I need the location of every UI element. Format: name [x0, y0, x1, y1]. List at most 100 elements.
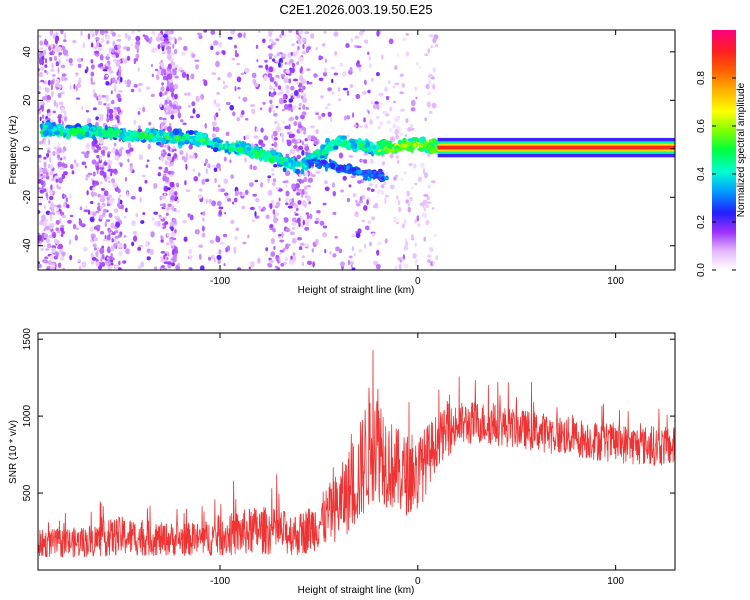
spectrogram-cell [123, 235, 127, 238]
spectrogram-cell [213, 167, 218, 172]
spectrogram-cell [105, 81, 110, 86]
spectrogram-cell [118, 65, 122, 72]
spectrogram-cell [291, 62, 296, 68]
spectrogram-cell [98, 94, 102, 100]
spectrogram-cell [297, 82, 303, 88]
spectrogram-cell [229, 104, 234, 111]
spectrogram-x-tick-label: -100 [210, 276, 230, 287]
spectrogram-cell [274, 137, 278, 141]
spectrogram-cell [305, 48, 310, 54]
spectrogram-cell [223, 156, 227, 162]
spectrogram-cell [279, 239, 285, 243]
spectrogram-cell [303, 176, 308, 183]
spectrogram-cell [177, 262, 181, 266]
spectrogram-cell [372, 103, 378, 110]
spectrogram-cell [151, 31, 156, 35]
spectrogram-cell [327, 111, 332, 118]
spectrogram-ridge-cell [47, 124, 54, 130]
spectrogram-cell [170, 231, 176, 238]
spectrogram-cell [95, 116, 100, 121]
spectrogram-cell [43, 204, 46, 210]
spectrogram-cell [306, 260, 313, 265]
spectrogram-cell [289, 231, 295, 236]
spectrogram-cell [296, 81, 299, 86]
spectrogram-cell [99, 247, 105, 255]
spectrogram-cell [137, 246, 142, 251]
spectrogram-cell [110, 172, 113, 177]
spectrogram-cell [92, 89, 96, 94]
spectrogram-cell [92, 180, 95, 186]
spectrogram-branch-cell [363, 173, 369, 179]
spectrogram-cell [174, 229, 177, 234]
spectrogram-cell [187, 92, 191, 96]
spectrogram-cell [109, 198, 115, 201]
spectrogram-cell [427, 184, 431, 189]
spectrogram-cell [426, 101, 431, 108]
spectrogram-cell [144, 179, 148, 184]
spectrogram-cell [307, 134, 313, 141]
spectrogram-cell [149, 248, 154, 255]
spectrogram-cell [293, 90, 299, 96]
spectrogram-cell [158, 216, 164, 220]
spectrogram-cell [392, 123, 397, 129]
spectrogram-ridge-cell [163, 132, 167, 137]
spectrogram-cell [185, 152, 189, 158]
spectrogram-cell [315, 171, 321, 174]
spectrogram-cell [122, 260, 127, 264]
spectrogram-cell [106, 247, 111, 254]
spectrogram-cell [127, 158, 130, 163]
spectrogram-cell [43, 156, 47, 160]
spectrogram-cell [382, 110, 388, 115]
spectrogram-cell [315, 129, 319, 134]
spectrogram-cell [399, 132, 403, 137]
spectrogram-cell [270, 251, 276, 257]
spectrogram-cell [283, 217, 289, 223]
spectrogram-ridge-cell [83, 124, 90, 130]
spectrogram-cell [388, 38, 394, 45]
spectrogram-cell [231, 201, 235, 205]
spectrogram-ridge-cell [319, 149, 323, 155]
spectrogram-ridge-cell [148, 138, 153, 143]
spectrogram-cell [244, 67, 250, 73]
spectrogram-cell [251, 109, 256, 115]
spectrogram-cell [348, 255, 353, 259]
spectrogram-cell [267, 175, 272, 179]
spectrogram-ridge-cell [225, 149, 229, 153]
spectrogram-cell [156, 74, 159, 79]
spectrogram-cell [90, 71, 95, 77]
spectrogram-cell [435, 44, 439, 48]
spectrogram-cell [401, 82, 406, 88]
spectrogram-cell [113, 142, 117, 147]
spectrogram-cell [279, 34, 282, 38]
spectrogram-ridge-cell [133, 137, 140, 141]
spectrogram-cell [183, 157, 188, 163]
spectrogram-cell [414, 260, 418, 267]
spectrogram-cell [403, 219, 407, 226]
spectrogram-cell [339, 62, 343, 67]
spectrogram-cell [170, 110, 174, 115]
spectrogram-ridge-cell [340, 135, 347, 140]
spectrogram-cell [115, 221, 120, 228]
spectrogram-cell [335, 246, 340, 252]
spectrogram-cell [397, 160, 400, 164]
spectrogram-cell [394, 65, 398, 70]
spectrogram-ridge-cell [60, 125, 64, 131]
spectrogram-cell [315, 238, 319, 246]
spectrogram-cell [135, 35, 141, 42]
spectrogram-cell [306, 184, 311, 188]
spectrogram-cell [109, 168, 114, 174]
spectrogram-cell [378, 92, 384, 97]
spectrogram-cell [191, 101, 196, 107]
spectrogram-cell [400, 178, 404, 181]
spectrogram-cell [77, 259, 82, 263]
spectrogram-cell [366, 199, 369, 206]
spectrogram-cell [198, 34, 203, 40]
spectrogram-cell [352, 193, 357, 198]
spectrogram-cell [222, 86, 226, 90]
spectrogram-cell [75, 162, 79, 168]
spectrogram-cell [164, 160, 169, 165]
spectrogram-cell [112, 147, 116, 154]
spectrogram-cell [101, 254, 105, 260]
spectrogram-cell [255, 197, 260, 203]
spectrogram-cell [298, 145, 304, 151]
